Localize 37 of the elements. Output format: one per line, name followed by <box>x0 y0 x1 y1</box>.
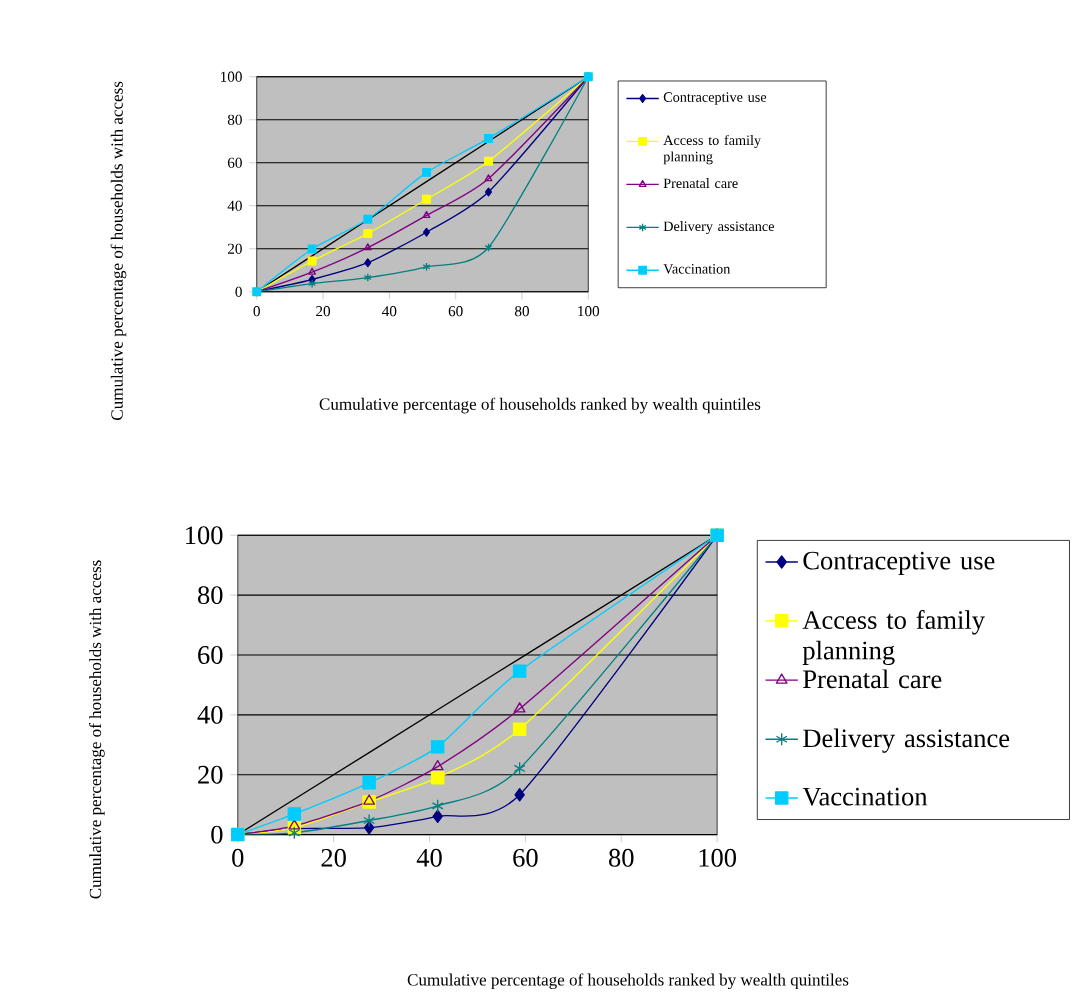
y-tick-label: 80 <box>227 114 242 125</box>
legend-label: Prenatal care <box>803 669 942 688</box>
legend-label: Contraceptive use <box>663 92 767 105</box>
y-tick-label: 100 <box>186 526 223 544</box>
y-tick-label: 0 <box>211 825 223 844</box>
x-tick-label: 40 <box>382 305 397 317</box>
y-axis-title: Cumulative percentage of households with access <box>89 560 105 899</box>
y-tick-label: 20 <box>227 243 242 254</box>
x-tick-label: 100 <box>578 305 600 317</box>
legend-label: Access to family planning <box>663 134 762 165</box>
legend-label: Vaccination <box>663 263 731 274</box>
x-tick-label: 0 <box>253 305 260 317</box>
x-tick-label: 80 <box>609 848 634 867</box>
y-tick-label: 0 <box>235 286 242 297</box>
y-tick-label: 80 <box>197 585 223 604</box>
x-tick-label: 20 <box>316 305 331 317</box>
legend-label: Contraceptive use <box>803 551 995 575</box>
y-tick-label: 60 <box>227 157 242 168</box>
y-tick-label: 100 <box>221 71 242 82</box>
legend-label: Delivery assistance <box>803 728 1010 753</box>
x-axis-title: Cumulative percentage of households ranked by wealth quintiles <box>319 397 761 414</box>
x-tick-label: 100 <box>699 848 736 867</box>
x-tick-label: 20 <box>321 848 346 867</box>
legend-label: Access to family planning <box>802 609 985 665</box>
y-tick-label: 40 <box>227 200 242 211</box>
legend-label: Prenatal care <box>663 177 738 188</box>
legend-label: Delivery assistance <box>663 220 775 234</box>
x-tick-label: 60 <box>448 305 463 317</box>
y-tick-label: 60 <box>198 645 223 664</box>
y-axis-title: Cumulative percentage of households with access <box>110 81 127 420</box>
x-tick-label: 80 <box>514 305 529 317</box>
legend-label: Vaccination <box>802 787 928 806</box>
x-tick-label: 60 <box>513 848 538 867</box>
y-tick-label: 40 <box>197 705 223 724</box>
x-tick-label: 40 <box>416 848 442 867</box>
y-tick-label: 20 <box>198 765 223 784</box>
x-axis-title: Cumulative percentage of households ranked by wealth quintiles <box>407 973 849 989</box>
